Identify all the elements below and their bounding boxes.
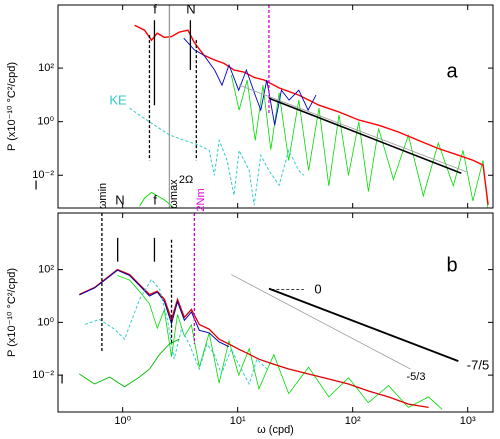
series-line — [117, 275, 443, 410]
series-line — [79, 268, 429, 409]
plot-area — [129, 5, 489, 208]
y-tick-label: 10² — [38, 264, 54, 276]
annotation: ωmin — [97, 183, 109, 209]
annotation: I — [60, 371, 64, 386]
series-line — [129, 107, 305, 206]
annotation: I — [34, 177, 38, 192]
annotation: 2Ω — [179, 174, 193, 186]
panel-letter: a — [446, 60, 458, 82]
slope-line — [268, 287, 459, 362]
series-line — [139, 191, 175, 208]
x-tick-label: 10¹ — [230, 415, 246, 427]
panel-a: 10² 10⁰ 10⁻² P (x10⁻¹⁰ °C²/cpd) — [6, 4, 494, 209]
annotation: -5/3 — [407, 371, 426, 383]
series-line — [230, 74, 489, 208]
y-axis-label: P (x10⁻¹⁰ °C²/cpd) — [6, 268, 18, 357]
annotation: 0 — [314, 281, 321, 296]
series-line — [183, 37, 317, 126]
y-axis-label: P (x10⁻¹⁰ °C²/cpd) — [6, 62, 18, 151]
x-tick-label: 10⁰ — [114, 415, 131, 427]
plot-frame — [57, 212, 494, 413]
annotation: KE — [109, 92, 127, 107]
y-tick-label: 10⁰ — [37, 316, 54, 328]
annotation: N — [115, 192, 124, 207]
y-tick-label: 10⁻² — [32, 169, 54, 181]
slope-line — [231, 274, 411, 370]
series-line — [79, 338, 180, 388]
y-tick-label: 10² — [38, 62, 54, 74]
x-tick-label: 10³ — [460, 415, 476, 427]
y-tick-label: 10⁻² — [32, 369, 54, 381]
plot-frame — [57, 4, 494, 209]
annotation: N — [186, 1, 195, 16]
x-tick-label: 10² — [345, 415, 361, 427]
annotations: f N a KE I ωmin N f ωmax 2Ω 2Nm b 0 -5/3… — [34, 1, 489, 386]
y-tick-label: 10⁰ — [37, 116, 54, 128]
annotation: ωmax — [168, 179, 180, 209]
slope-line — [239, 84, 468, 173]
annotation: f — [153, 192, 157, 207]
slope-line — [268, 97, 462, 174]
panel-b: 10² 10⁰ 10⁻² 10⁰ 10¹ 10² 10³ P (x10⁻¹⁰ °C²/cpd)… — [6, 212, 494, 436]
x-axis-label: ω (cpd) — [257, 424, 294, 436]
series-line — [84, 278, 268, 386]
annotation: 2Nm — [195, 188, 207, 211]
plot-area — [79, 213, 459, 410]
series-line — [79, 269, 230, 348]
panel-letter: b — [446, 254, 457, 276]
annotation: -7/5 — [467, 357, 489, 372]
annotation: f — [153, 1, 157, 16]
